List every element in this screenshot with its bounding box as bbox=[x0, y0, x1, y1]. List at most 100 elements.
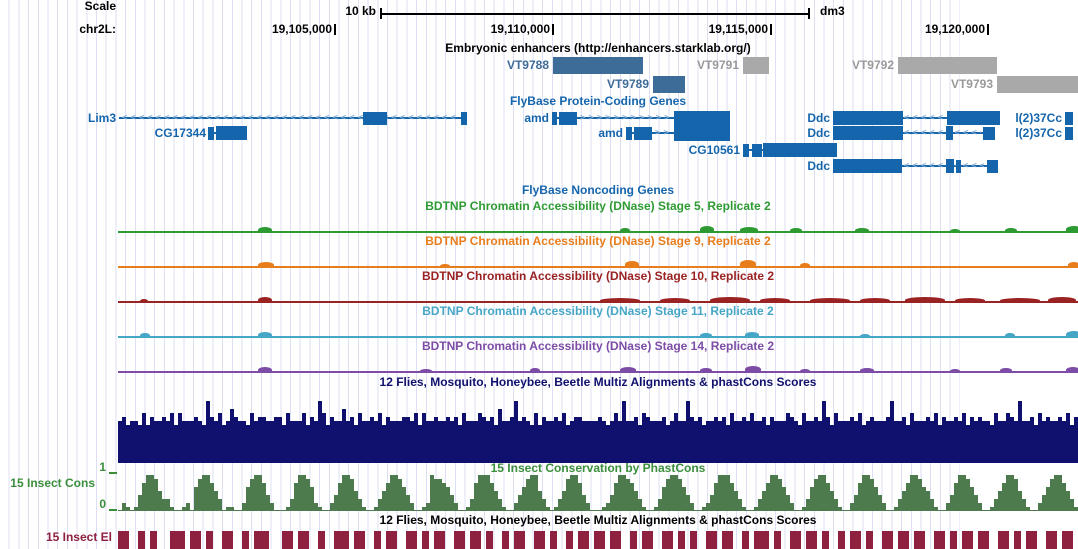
conserved-element-block[interactable] bbox=[534, 531, 545, 549]
signal-peak[interactable] bbox=[140, 333, 150, 338]
conserved-element-block[interactable] bbox=[222, 531, 233, 549]
conserved-element-block[interactable] bbox=[610, 531, 621, 549]
conserved-element-block[interactable] bbox=[454, 531, 465, 549]
conserved-element-block[interactable] bbox=[374, 531, 381, 549]
conserved-element-block[interactable] bbox=[318, 531, 325, 549]
conserved-element-block[interactable] bbox=[1046, 531, 1057, 549]
conserved-element-block[interactable] bbox=[298, 531, 309, 549]
gene-exon-box[interactable] bbox=[1065, 111, 1073, 125]
signal-peak[interactable] bbox=[950, 369, 960, 373]
gene-exon-box[interactable] bbox=[833, 159, 902, 173]
signal-peak[interactable] bbox=[530, 368, 540, 373]
conserved-element-block[interactable] bbox=[206, 531, 213, 549]
signal-peak[interactable] bbox=[860, 334, 870, 338]
gene-exon-box[interactable] bbox=[208, 126, 214, 140]
signal-peak[interactable] bbox=[855, 228, 869, 233]
conserved-element-block[interactable] bbox=[706, 531, 717, 549]
signal-peak[interactable] bbox=[745, 332, 759, 338]
signal-peak[interactable] bbox=[790, 228, 802, 233]
gene-exon-box[interactable] bbox=[1065, 126, 1073, 140]
conserved-element-block[interactable] bbox=[822, 531, 829, 549]
gene-exon-box[interactable] bbox=[743, 143, 749, 157]
signal-peak[interactable] bbox=[1068, 262, 1078, 268]
conserved-element-block[interactable] bbox=[678, 531, 685, 549]
conserved-element-block[interactable] bbox=[882, 531, 893, 549]
signal-peak[interactable] bbox=[700, 226, 714, 233]
signal-peak[interactable] bbox=[905, 297, 945, 303]
conserved-element-block[interactable] bbox=[642, 531, 653, 549]
enhancer-box[interactable] bbox=[997, 76, 1078, 93]
gene-exon-box[interactable] bbox=[674, 125, 730, 141]
signal-peak[interactable] bbox=[420, 369, 432, 373]
gene-exon-box[interactable] bbox=[763, 143, 837, 157]
signal-peak[interactable] bbox=[800, 263, 810, 268]
signal-peak[interactable] bbox=[860, 298, 890, 303]
conserved-element-block[interactable] bbox=[578, 531, 589, 549]
conserved-element-block[interactable] bbox=[470, 531, 481, 549]
gene-exon-box[interactable] bbox=[461, 111, 467, 125]
conserved-element-block[interactable] bbox=[850, 531, 861, 549]
signal-peak[interactable] bbox=[800, 369, 810, 373]
gene-exon-box[interactable] bbox=[559, 111, 577, 125]
signal-peak[interactable] bbox=[745, 366, 761, 373]
signal-peak[interactable] bbox=[258, 262, 274, 268]
conserved-element-block[interactable] bbox=[150, 531, 157, 549]
conserved-element-block[interactable] bbox=[1026, 531, 1037, 549]
signal-peak[interactable] bbox=[860, 368, 874, 373]
signal-peak[interactable] bbox=[600, 298, 640, 303]
conserved-element-block[interactable] bbox=[914, 531, 925, 549]
enhancer-box[interactable] bbox=[898, 57, 997, 74]
gene-exon-box[interactable] bbox=[216, 126, 247, 140]
conserved-element-block[interactable] bbox=[242, 531, 249, 549]
conserved-element-block[interactable] bbox=[962, 531, 973, 549]
conserved-element-block[interactable] bbox=[898, 531, 909, 549]
signal-peak[interactable] bbox=[1066, 226, 1078, 233]
signal-peak[interactable] bbox=[700, 333, 712, 338]
gene-exon-box[interactable] bbox=[626, 126, 632, 140]
conserved-element-block[interactable] bbox=[934, 531, 945, 549]
signal-peak[interactable] bbox=[620, 228, 630, 233]
signal-peak[interactable] bbox=[660, 298, 690, 303]
conserved-element-block[interactable] bbox=[406, 531, 417, 549]
signal-peak[interactable] bbox=[625, 261, 639, 268]
gene-exon-box[interactable] bbox=[833, 126, 903, 140]
conserved-element-block[interactable] bbox=[566, 531, 573, 549]
conserved-element-block[interactable] bbox=[742, 531, 749, 549]
signal-peak[interactable] bbox=[258, 367, 272, 373]
conserved-element-block[interactable] bbox=[138, 531, 145, 549]
signal-peak[interactable] bbox=[258, 332, 272, 338]
conserved-element-block[interactable] bbox=[502, 531, 509, 549]
conserved-element-block[interactable] bbox=[118, 531, 129, 549]
conserved-element-block[interactable] bbox=[790, 531, 801, 549]
signal-peak[interactable] bbox=[760, 298, 790, 303]
signal-peak[interactable] bbox=[950, 229, 960, 233]
signal-peak[interactable] bbox=[1000, 368, 1012, 373]
enhancer-box[interactable] bbox=[653, 76, 685, 93]
conserved-element-block[interactable] bbox=[514, 531, 525, 549]
conserved-element-block[interactable] bbox=[354, 531, 365, 549]
conserved-element-block[interactable] bbox=[254, 531, 269, 549]
conserved-element-block[interactable] bbox=[1014, 531, 1021, 549]
gene-exon-box[interactable] bbox=[634, 126, 652, 140]
signal-peak[interactable] bbox=[710, 297, 750, 303]
signal-peak[interactable] bbox=[1005, 333, 1015, 338]
signal-peak[interactable] bbox=[258, 297, 272, 303]
conserved-element-block[interactable] bbox=[838, 531, 845, 549]
signal-peak[interactable] bbox=[1066, 367, 1078, 373]
gene-exon-box[interactable] bbox=[956, 159, 961, 173]
gene-exon-box[interactable] bbox=[947, 111, 1000, 125]
enhancer-box[interactable] bbox=[743, 57, 769, 74]
signal-peak[interactable] bbox=[1048, 297, 1076, 303]
signal-peak[interactable] bbox=[258, 227, 272, 233]
signal-peak[interactable] bbox=[1005, 228, 1017, 233]
conserved-element-block[interactable] bbox=[662, 531, 673, 549]
gene-exon-box[interactable] bbox=[552, 111, 557, 125]
conserved-element-block[interactable] bbox=[806, 531, 817, 549]
conserved-element-block[interactable] bbox=[282, 531, 293, 549]
conserved-element-block[interactable] bbox=[978, 531, 989, 549]
conserved-element-block[interactable] bbox=[594, 531, 605, 549]
conserved-element-block[interactable] bbox=[722, 531, 733, 549]
conserved-element-block[interactable] bbox=[170, 531, 185, 549]
signal-peak[interactable] bbox=[740, 260, 756, 268]
signal-peak[interactable] bbox=[700, 368, 712, 373]
